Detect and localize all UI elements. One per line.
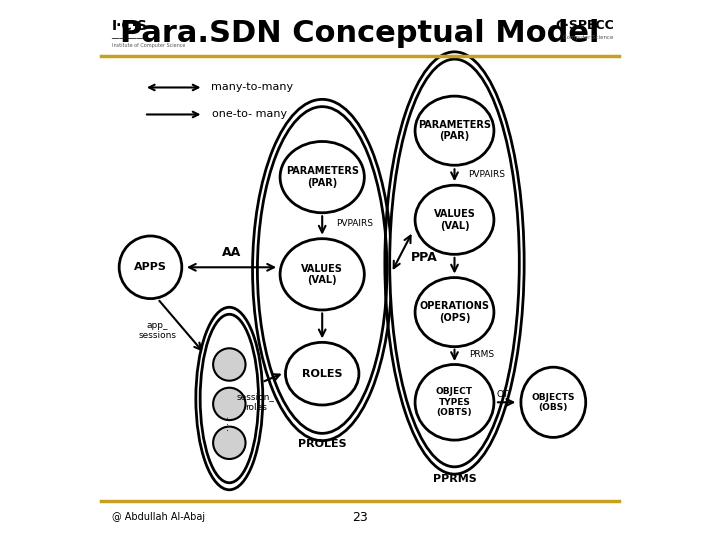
- Text: PARAMETERS
(PAR): PARAMETERS (PAR): [418, 120, 491, 141]
- Text: PPA: PPA: [411, 251, 438, 264]
- Text: C·SPECC: C·SPECC: [555, 19, 613, 32]
- Text: one-to- many: one-to- many: [212, 110, 287, 119]
- Text: PVPAIRS: PVPAIRS: [468, 171, 505, 179]
- Text: VALUES
(VAL): VALUES (VAL): [301, 264, 343, 285]
- Text: ROLES: ROLES: [302, 369, 343, 379]
- Text: OPERATIONS
(OPS): OPERATIONS (OPS): [420, 301, 490, 323]
- Circle shape: [213, 388, 246, 420]
- Text: PVPAIRS: PVPAIRS: [336, 219, 373, 228]
- Text: · · ·: · · ·: [225, 416, 234, 431]
- Text: 23: 23: [352, 511, 368, 524]
- Text: many-to-many: many-to-many: [212, 83, 294, 92]
- Text: app_
sessions: app_ sessions: [138, 321, 176, 340]
- Text: VALUES
(VAL): VALUES (VAL): [433, 209, 475, 231]
- Text: OBJECTS
(OBS): OBJECTS (OBS): [531, 393, 575, 412]
- Text: ──────────: ──────────: [112, 36, 154, 42]
- Text: PRMS: PRMS: [469, 350, 494, 359]
- Text: APPS: APPS: [134, 262, 167, 272]
- Text: Institute of Computer Science: Institute of Computer Science: [112, 43, 185, 49]
- Text: OBJECT
TYPES
(OBTS): OBJECT TYPES (OBTS): [436, 387, 473, 417]
- Ellipse shape: [280, 239, 364, 310]
- Ellipse shape: [415, 185, 494, 254]
- Text: OT: OT: [496, 390, 509, 399]
- Circle shape: [213, 348, 246, 381]
- Text: session_
roles: session_ roles: [237, 393, 275, 412]
- Text: AA: AA: [222, 246, 241, 259]
- Ellipse shape: [285, 342, 359, 405]
- Ellipse shape: [415, 96, 494, 165]
- Text: Para.SDN Conceptual Model: Para.SDN Conceptual Model: [120, 19, 600, 48]
- Text: PROLES: PROLES: [298, 439, 346, 449]
- Ellipse shape: [390, 59, 519, 467]
- Text: I·C·S: I·C·S: [112, 19, 148, 33]
- Circle shape: [213, 427, 246, 459]
- Ellipse shape: [521, 367, 585, 437]
- Text: PARAMETERS
(PAR): PARAMETERS (PAR): [286, 166, 359, 188]
- Ellipse shape: [280, 141, 364, 213]
- Text: @ Abdullah Al-Abaj: @ Abdullah Al-Abaj: [112, 512, 204, 522]
- Ellipse shape: [200, 314, 258, 483]
- Ellipse shape: [258, 106, 387, 433]
- Ellipse shape: [415, 278, 494, 347]
- Ellipse shape: [415, 364, 494, 440]
- Text: PPRMS: PPRMS: [433, 474, 477, 484]
- Text: Computer Science: Computer Science: [564, 35, 613, 40]
- Ellipse shape: [120, 236, 181, 299]
